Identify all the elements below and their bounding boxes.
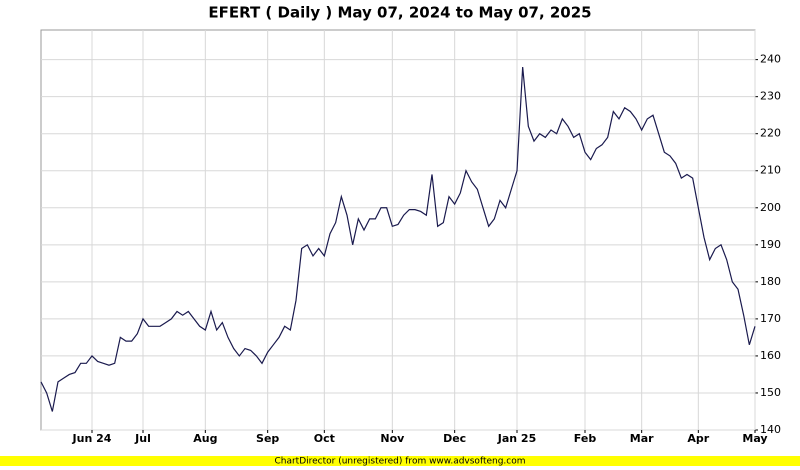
footer: ChartDirector (unregistered) from www.ad… (274, 457, 525, 467)
x-tick-label: Jun 24 (72, 432, 112, 445)
x-tick-label: May (742, 432, 767, 445)
y-tick-label: 200 (760, 201, 781, 214)
y-tick-label: 190 (760, 238, 781, 251)
chart-title: EFERT ( Daily ) May 07, 2024 to May 07, … (208, 4, 591, 22)
x-tick-label: Nov (380, 432, 405, 445)
x-tick-label: Oct (314, 432, 335, 445)
x-tick-label: Aug (193, 432, 217, 445)
x-tick-label: Jan 25 (497, 432, 536, 445)
x-tick-label: Sep (256, 432, 279, 445)
footer-bar (0, 456, 800, 466)
x-tick-label: Apr (687, 432, 709, 445)
x-tick-label: Feb (574, 432, 597, 445)
x-tick-label: Dec (443, 432, 466, 445)
x-tick-label: Mar (630, 432, 654, 445)
y-tick-label: 210 (760, 164, 781, 177)
y-tick-label: 150 (760, 386, 781, 399)
y-tick-label: 140 (760, 423, 781, 436)
y-tick-label: 230 (760, 90, 781, 103)
plot-area (40, 29, 756, 431)
x-tick-label: Jul (134, 432, 151, 445)
y-tick-label: 160 (760, 349, 781, 362)
y-tick-label: 220 (760, 127, 781, 140)
price-line (40, 66, 756, 412)
y-tick-label: 240 (760, 53, 781, 66)
y-tick-label: 170 (760, 312, 781, 325)
y-tick-label: 180 (760, 275, 781, 288)
